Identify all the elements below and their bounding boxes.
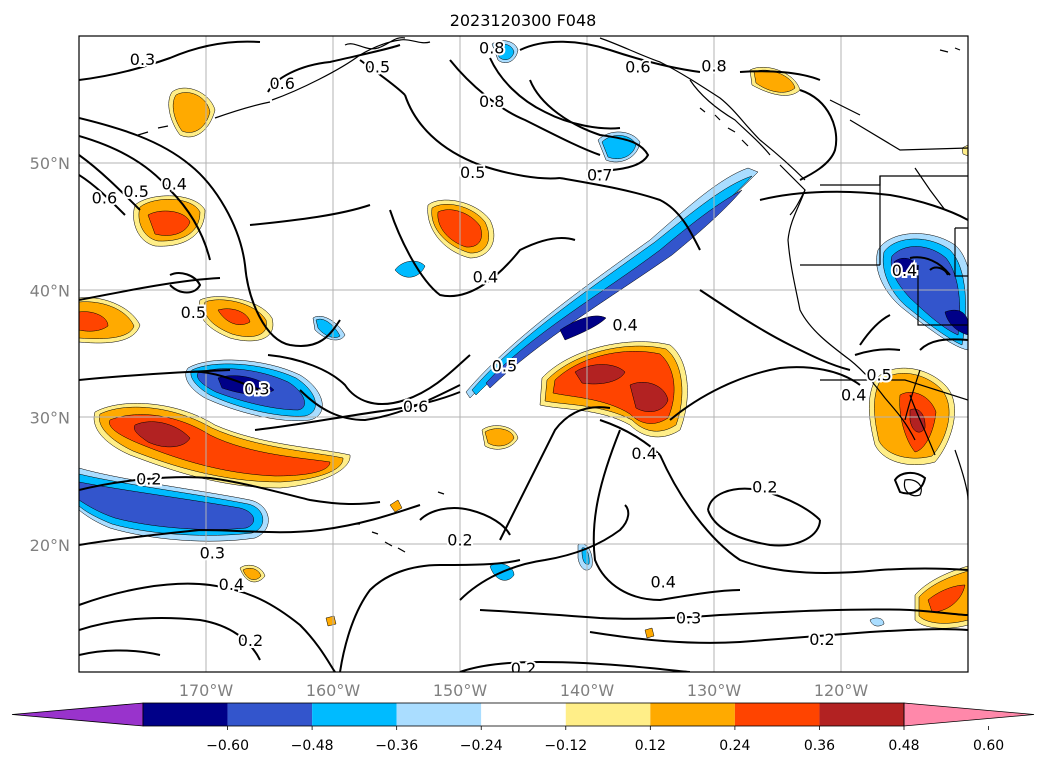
colorbar-segment: [396, 703, 482, 726]
contour-label: 0.2: [447, 531, 472, 550]
trough-band-negative: [465, 167, 759, 399]
contour-labels: 0.30.60.50.80.80.6 0.80.70.50.40.50.60.40…: [90, 36, 920, 678]
contour-label: 0.2: [136, 470, 161, 489]
contour-label: 0.8: [479, 92, 504, 111]
colorbar-tick-label: −0.48: [291, 738, 334, 754]
colorbar-segment: [734, 703, 820, 726]
contour-label: 0.5: [866, 365, 891, 384]
contour-label: 0.2: [752, 477, 777, 496]
map-title: 2023120300 F048: [450, 11, 597, 30]
contour-label: 0.8: [479, 38, 504, 57]
contour-label: 0.2: [238, 631, 263, 650]
contour-label: 0.8: [701, 56, 726, 75]
longitude-tick-label: 170°W: [179, 681, 234, 700]
colorbar-under-extension: [11, 702, 144, 727]
graticule: [79, 36, 968, 672]
longitude-tick-label: 130°W: [687, 681, 742, 700]
colorbar-segment: [312, 703, 397, 726]
latitude-tick-label: 50°N: [30, 154, 70, 173]
colorbar-segment: [565, 703, 651, 726]
latitude-tick-label: 30°N: [30, 409, 70, 428]
colorbar-tick-label: 0.36: [804, 738, 835, 754]
contour-label: 0.6: [625, 58, 650, 77]
contour-lines: [79, 40, 968, 672]
colorbar-tick-label: 0.24: [719, 738, 750, 754]
contour-label: 0.4: [612, 316, 637, 335]
colorbar-tick-label: −0.12: [544, 738, 587, 754]
contour-label: 0.5: [181, 303, 206, 322]
longitude-tick-labels: 170°W 160°W 150°W 140°W 130°W 120°W: [179, 681, 869, 700]
latitude-tick-label: 40°N: [30, 281, 70, 300]
contour-label: 0.3: [130, 50, 155, 69]
contour-label: 0.6: [403, 397, 428, 416]
contour-label: 0.4: [162, 175, 187, 194]
colorbar-tick-label: −0.36: [375, 738, 418, 754]
latitude-tick-labels: 50°N 40°N 30°N 20°N: [30, 154, 70, 555]
longitude-tick-label: 150°W: [433, 681, 488, 700]
latitude-tick-label: 20°N: [30, 536, 70, 555]
contour-label: 0.4: [219, 575, 244, 594]
coastlines: [137, 37, 968, 553]
colorbar-tick-label: 0.60: [973, 738, 1004, 754]
contour-label: 0.5: [365, 58, 390, 77]
colorbar-outline: [142, 702, 905, 727]
colorbar-tick-label: −0.24: [460, 738, 503, 754]
colorbar: −0.60 −0.48 −0.36 −0.24 −0.12 0.12 0.24 0.36 0.4…: [11, 702, 1035, 754]
contour-label: 0.4: [841, 386, 866, 405]
contour-label: 0.4: [473, 267, 498, 286]
colorbar-segment: [650, 703, 735, 726]
longitude-tick-label: 160°W: [306, 681, 361, 700]
colorbar-tick-label: 0.12: [635, 738, 666, 754]
colorbar-segment: [819, 703, 904, 726]
contour-label: 0.4: [650, 573, 675, 592]
contour-label: 0.4: [631, 444, 656, 463]
colorbar-tick-label: −0.60: [206, 738, 249, 754]
colorbar-segment: [481, 703, 566, 726]
contour-label: 0.5: [460, 163, 485, 182]
contour-label: 0.5: [123, 182, 148, 201]
colorbar-segment: [227, 703, 313, 726]
longitude-tick-label: 140°W: [560, 681, 615, 700]
map-frame: [78, 35, 969, 673]
contour-label: 0.4: [892, 261, 917, 280]
contour-label: 0.6: [92, 189, 117, 208]
colorbar-tick-label: 0.48: [888, 738, 919, 754]
colorbar-segment: [143, 703, 228, 726]
contour-label: 0.7: [587, 166, 612, 185]
contour-label: 0.3: [244, 379, 269, 398]
contour-label: 0.3: [676, 608, 701, 627]
contour-label: 0.6: [269, 74, 294, 93]
contour-label: 0.5: [492, 356, 517, 375]
contour-label: 0.2: [809, 630, 834, 649]
map-plot-area: 0.30.60.50.80.80.6 0.80.70.50.40.50.60.40…: [79, 36, 968, 678]
contour-label: 0.2: [511, 659, 536, 678]
colorbar-over-extension: [903, 702, 1035, 727]
contour-label: 0.3: [200, 543, 225, 562]
longitude-tick-label: 120°W: [814, 681, 869, 700]
